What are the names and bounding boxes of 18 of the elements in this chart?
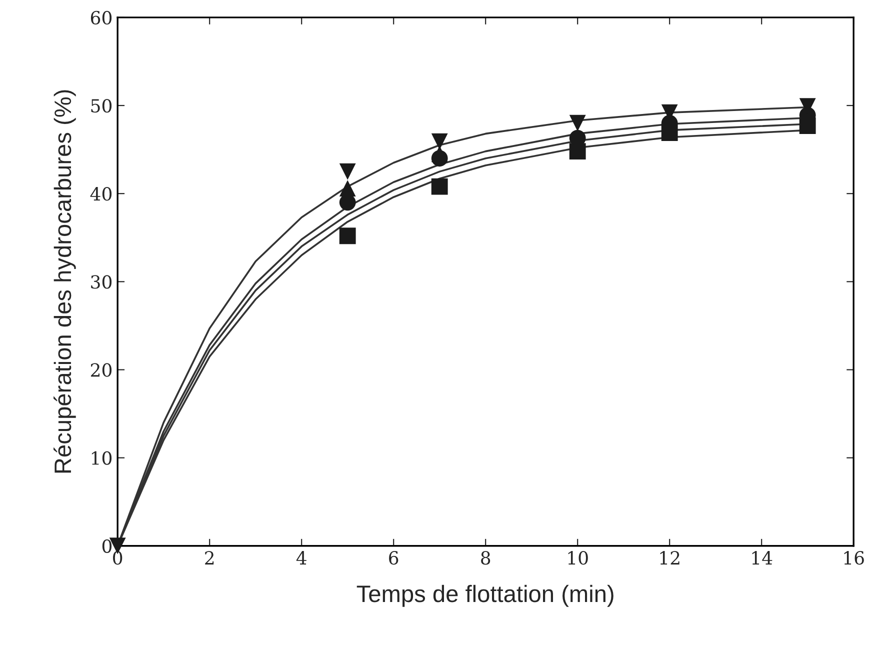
x-tick-label: 10 bbox=[568, 551, 588, 565]
x-tick-label: 0 bbox=[113, 551, 122, 565]
y-tick-label: 60 bbox=[90, 10, 112, 25]
x-tick-label: 12 bbox=[660, 551, 680, 564]
y-tick-label: 10 bbox=[92, 451, 112, 465]
x-tick-label: 8 bbox=[481, 551, 490, 565]
x-axis-title: Temps de flottation (min) bbox=[356, 584, 614, 607]
y-axis-title: Récupération des hydrocarbures (%) bbox=[54, 90, 76, 473]
x-tick-label: 16 bbox=[844, 551, 864, 565]
y-tick-label: 30 bbox=[91, 275, 112, 289]
x-tick-label: 14 bbox=[752, 551, 772, 564]
y-tick-label: 0 bbox=[102, 539, 112, 553]
x-tick-label: 6 bbox=[389, 551, 398, 565]
y-tick-label: 50 bbox=[91, 98, 112, 113]
x-tick-label: 2 bbox=[205, 551, 214, 564]
y-tick-label: 40 bbox=[90, 187, 112, 201]
x-tick-label: 4 bbox=[296, 551, 306, 564]
y-tick-label: 20 bbox=[90, 363, 112, 377]
